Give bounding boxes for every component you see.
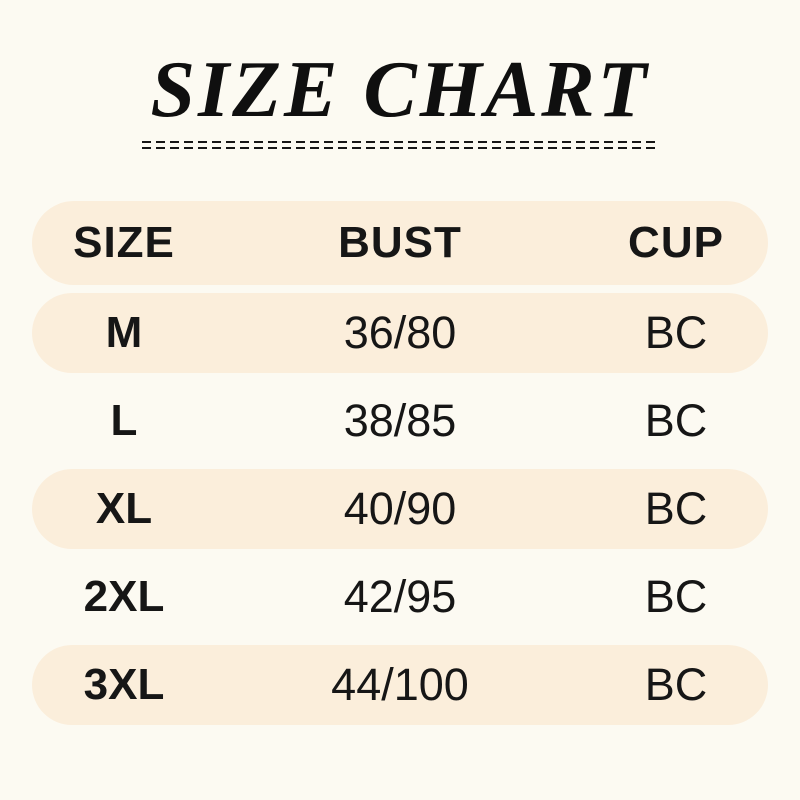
bust-value: 40/90 [343,483,457,534]
bust-value: 42/95 [343,571,457,622]
size-value: M [105,308,143,357]
table-row-m: M 36/80 BC [32,293,768,373]
size-value: XL [95,484,153,533]
cup-value: BC [644,571,708,622]
table-row-xl: XL 40/90 BC [32,469,768,549]
cup-value: BC [644,307,708,358]
bust-value: 44/100 [331,659,469,710]
cup-value: BC [644,659,708,710]
dash-line-top [142,141,658,143]
bust-value: 36/80 [343,307,457,358]
table-header-row: SIZE BUST CUP [32,201,768,285]
table-row-3xl: 3XL 44/100 BC [32,645,768,725]
bust-value: 38/85 [343,395,457,446]
size-table: SIZE BUST CUP M 36/80 BC L 38/85 BC XL 4… [32,201,768,725]
size-value: 2XL [83,572,165,621]
column-header-size: SIZE [73,218,175,267]
column-header-cup: CUP [628,218,724,267]
page-title: SIZE CHART [150,46,650,134]
column-header-bust: BUST [338,218,462,267]
table-row-l: L 38/85 BC [32,381,768,461]
size-value: 3XL [83,660,165,709]
cup-value: BC [644,395,708,446]
cup-value: BC [644,483,708,534]
dash-line-bottom [142,147,658,149]
size-value: L [110,396,138,445]
table-row-2xl: 2XL 42/95 BC [32,557,768,637]
title-underline-dashes [142,141,658,149]
